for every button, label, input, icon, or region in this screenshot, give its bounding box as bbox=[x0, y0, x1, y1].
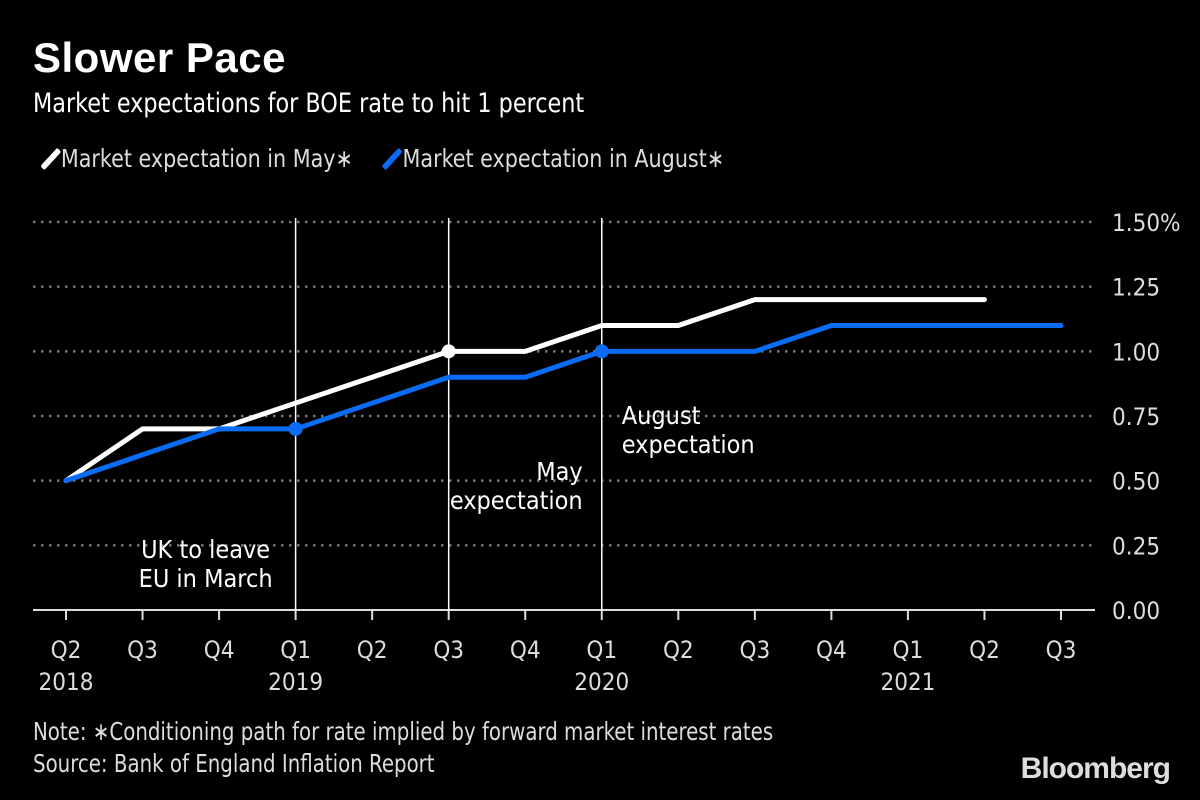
series-marker-august bbox=[288, 421, 303, 436]
x-tick-year: 2018 bbox=[39, 668, 94, 696]
y-tick-label: 1.00 bbox=[1112, 338, 1160, 366]
legend-item-august: Market expectation in August∗ bbox=[382, 144, 725, 173]
y-tick-label: 0.00 bbox=[1112, 597, 1160, 625]
x-tick-quarter: Q3 bbox=[739, 636, 770, 664]
series-marker-may bbox=[441, 344, 456, 359]
x-tick-quarter: Q4 bbox=[204, 636, 235, 664]
legend-label-may: Market expectation in May∗ bbox=[60, 144, 353, 173]
bloomberg-logo: Bloomberg bbox=[1020, 752, 1171, 785]
x-tick-quarter: Q4 bbox=[816, 636, 847, 664]
annotation-text: expectation bbox=[450, 486, 583, 515]
x-tick-year: 2021 bbox=[880, 668, 935, 696]
x-tick-quarter: Q4 bbox=[510, 636, 541, 664]
y-tick-label: 0.25 bbox=[1112, 532, 1160, 560]
x-tick-year: 2020 bbox=[574, 668, 629, 696]
footnotes: Note: ∗Conditioning path for rate implie… bbox=[33, 716, 773, 780]
x-tick-quarter: Q2 bbox=[51, 636, 82, 664]
x-tick-quarter: Q1 bbox=[893, 636, 924, 664]
x-tick-quarter: Q2 bbox=[663, 636, 694, 664]
chart-subtitle: Market expectations for BOE rate to hit … bbox=[33, 88, 585, 119]
x-tick-year: 2019 bbox=[268, 668, 323, 696]
series-line-august bbox=[63, 322, 1064, 484]
x-tick-quarter: Q3 bbox=[1046, 636, 1077, 664]
series-marker-august bbox=[594, 344, 609, 359]
x-tick-quarter: Q1 bbox=[586, 636, 617, 664]
annotation-text: August bbox=[622, 401, 701, 430]
annotation-text: UK to leave bbox=[141, 535, 270, 564]
legend: Market expectation in May∗ Market expect… bbox=[40, 144, 725, 173]
legend-item-may: Market expectation in May∗ bbox=[40, 144, 353, 173]
annotation-text: May bbox=[536, 457, 583, 486]
legend-label-august: Market expectation in August∗ bbox=[402, 144, 725, 173]
source-text: Source: Bank of England Inflation Report bbox=[33, 749, 435, 778]
y-tick-label: 1.25 bbox=[1112, 274, 1160, 302]
x-tick-quarter: Q2 bbox=[969, 636, 1000, 664]
x-tick-quarter: Q2 bbox=[357, 636, 388, 664]
x-tick-quarter: Q3 bbox=[127, 636, 158, 664]
y-tick-label: 0.75 bbox=[1112, 403, 1160, 431]
annotation-text: expectation bbox=[622, 430, 755, 459]
annotation-text: EU in March bbox=[139, 564, 273, 593]
x-tick-quarter: Q1 bbox=[280, 636, 311, 664]
y-tick-label: 0.50 bbox=[1112, 468, 1160, 496]
x-tick-quarter: Q3 bbox=[433, 636, 464, 664]
chart-title: Slower Pace bbox=[33, 34, 286, 81]
note-text: Note: ∗Conditioning path for rate implie… bbox=[33, 717, 774, 746]
y-tick-label: 1.50% bbox=[1112, 209, 1181, 237]
